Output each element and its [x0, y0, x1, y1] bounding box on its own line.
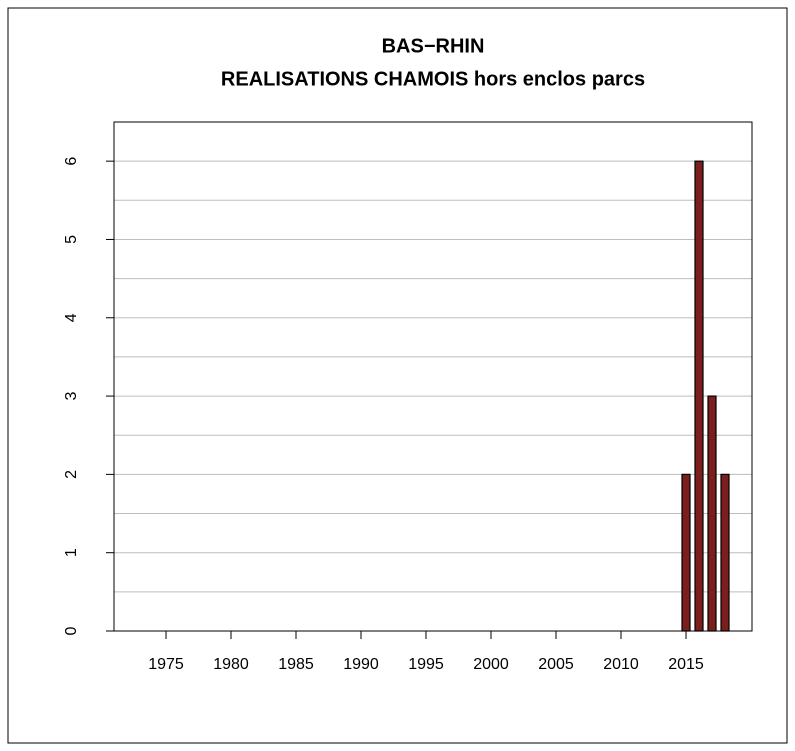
y-tick-label: 6 [63, 157, 80, 166]
bar [720, 473, 730, 632]
y-tick-label: 2 [63, 470, 80, 479]
y-tick-label: 3 [63, 392, 80, 401]
y-tick-label: 0 [63, 626, 80, 635]
x-tick-label: 2015 [668, 656, 704, 673]
x-tick-label: 2000 [473, 656, 509, 673]
chart-title: REALISATIONS CHAMOIS hors enclos parcs [221, 68, 645, 90]
y-tick-label: 5 [63, 235, 80, 244]
x-tick-label: 1990 [343, 656, 379, 673]
x-tick-label: 1980 [213, 656, 249, 673]
bar [694, 160, 704, 632]
bar [681, 473, 691, 632]
x-tick-label: 1995 [408, 656, 444, 673]
y-tick-label: 1 [63, 548, 80, 557]
plot-box [113, 121, 753, 632]
frame [7, 7, 788, 744]
x-tick-label: 1985 [278, 656, 314, 673]
x-tick-label: 2010 [603, 656, 639, 673]
y-tick-label: 4 [63, 313, 80, 322]
chart-title: BAS−RHIN [382, 35, 485, 57]
x-tick-label: 2005 [538, 656, 574, 673]
x-tick-label: 1975 [148, 656, 184, 673]
bar [707, 395, 717, 632]
